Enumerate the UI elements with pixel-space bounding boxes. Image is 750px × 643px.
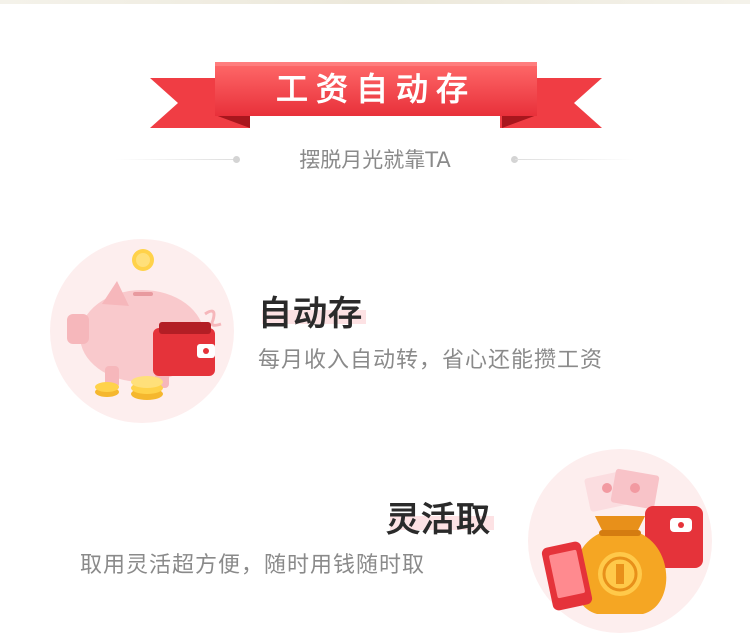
feature2-title: 灵活取 (386, 500, 491, 540)
feature2-description: 取用灵活超方便，随时用钱随时取 (80, 553, 426, 578)
feature2-title-highlight (390, 516, 494, 530)
divider-right (515, 159, 635, 160)
feature1-description: 每月收入自动转，省心还能攒工资 (258, 348, 604, 373)
feature1-title: 自动存 (258, 294, 363, 334)
money-bag-icon (528, 449, 712, 633)
subtitle-row: 摆脱月光就靠TA (0, 140, 750, 180)
divider-left (115, 159, 235, 160)
feature1-title-highlight (262, 310, 366, 324)
ribbon-banner (150, 62, 602, 128)
banner-subtitle: 摆脱月光就靠TA (299, 148, 451, 172)
piggy-bank-icon (50, 239, 234, 423)
divider-dot-left (233, 156, 240, 163)
top-border-line (0, 0, 750, 4)
divider-dot-right (511, 156, 518, 163)
banner-title: 工资自动存 (275, 70, 476, 108)
